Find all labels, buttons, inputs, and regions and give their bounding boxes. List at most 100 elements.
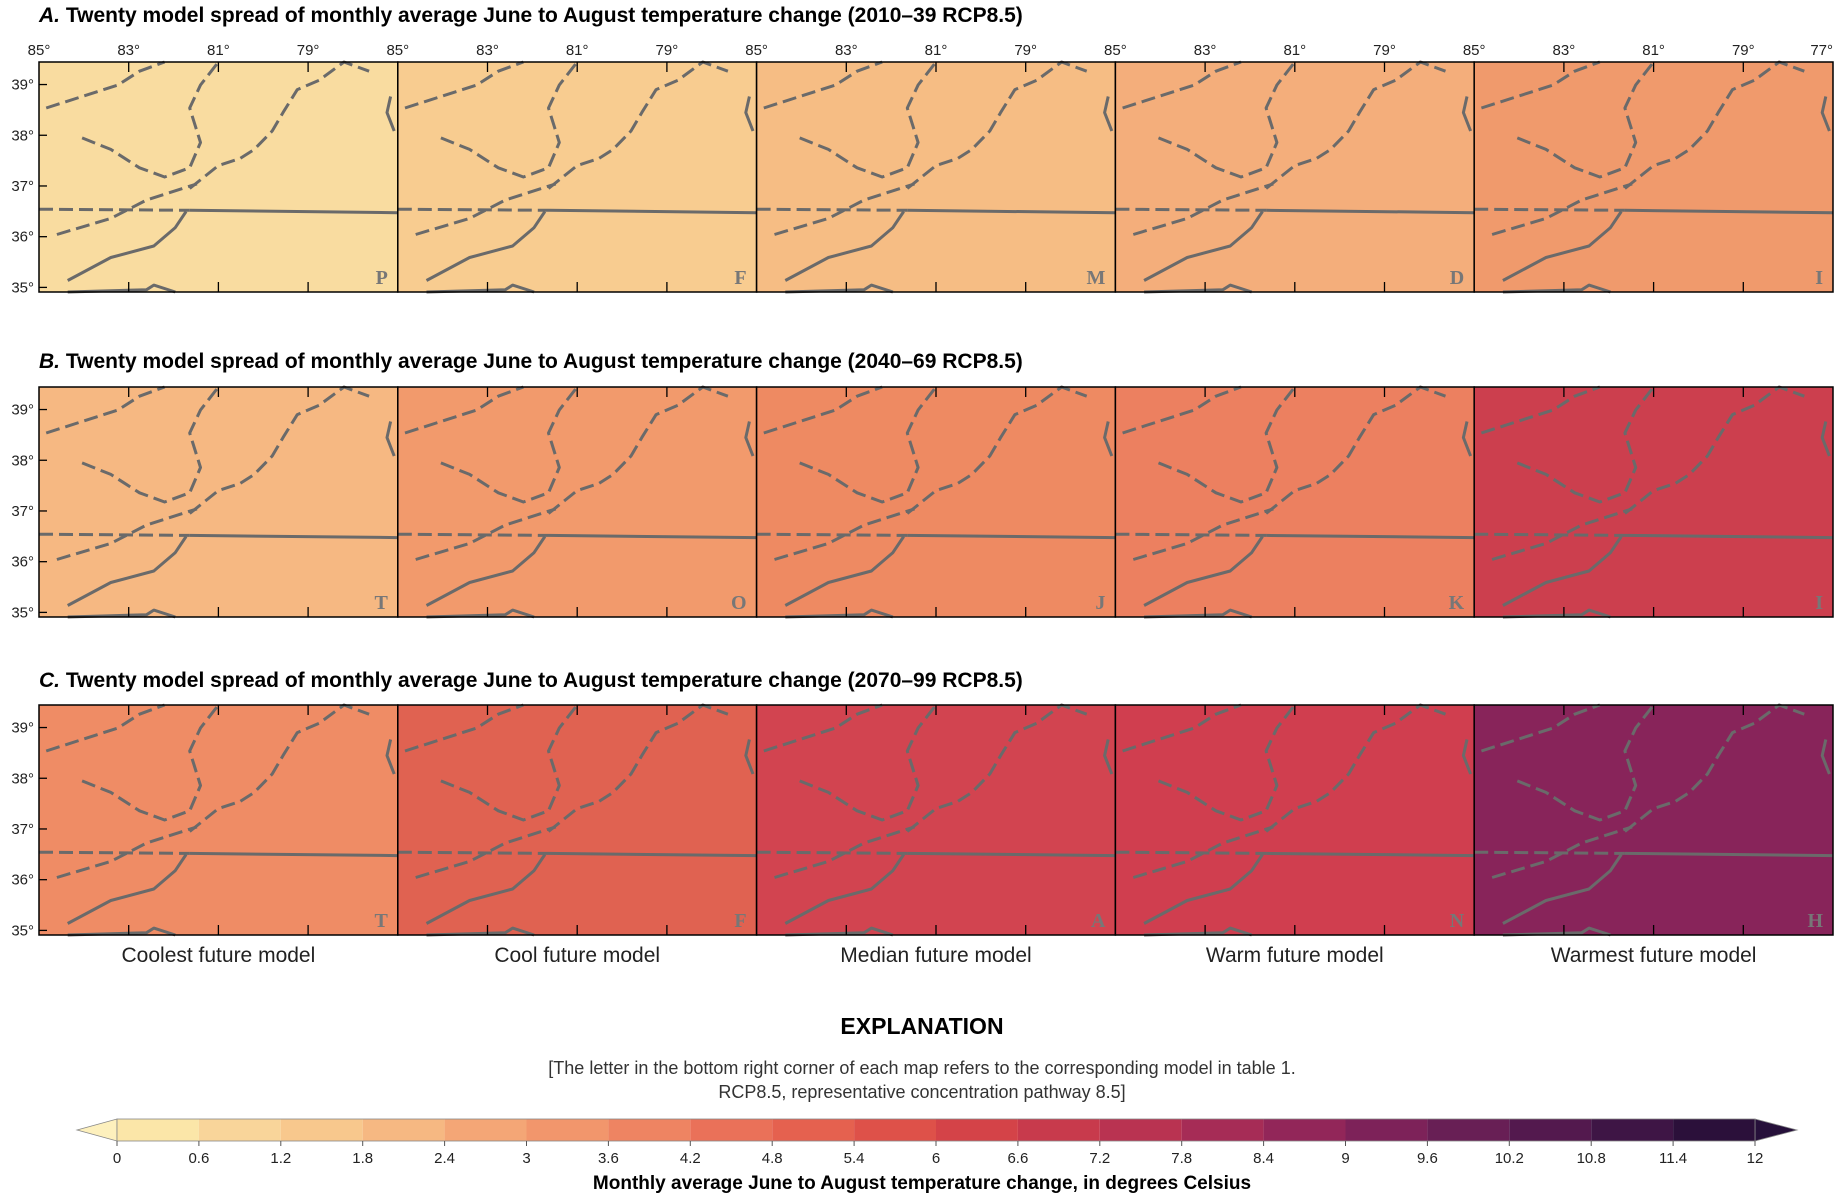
colorbar-bin	[936, 1119, 1018, 1141]
state-boundary	[67, 926, 176, 937]
lon-label: 79°	[297, 42, 320, 59]
state-boundary	[1144, 608, 1253, 619]
colorbar-tick-label: 4.2	[680, 1150, 701, 1167]
state-boundary	[385, 96, 396, 132]
state-boundary	[188, 703, 370, 833]
colorbar-bin	[1099, 1119, 1182, 1141]
lon-label: 83°	[1194, 42, 1217, 59]
colorbar-bin	[854, 1119, 936, 1141]
colorbar-tick-label: 7.2	[1089, 1150, 1110, 1167]
state-boundary	[785, 283, 894, 294]
state-boundary	[906, 703, 1088, 833]
lon-label: 79°	[656, 42, 679, 59]
colorbar-tick-label: 1.2	[270, 1150, 291, 1167]
state-boundary	[1122, 703, 1242, 753]
model-letter: I	[1815, 267, 1823, 289]
lat-label: 35°	[11, 922, 34, 939]
lon-label: 81°	[1642, 42, 1665, 59]
colorbar-tick-label: 0	[113, 1150, 121, 1167]
state-boundary	[1122, 60, 1242, 110]
state-boundary	[1623, 703, 1805, 833]
lon-label: 79°	[1014, 42, 1037, 59]
colorbar-tick-label: 10.8	[1577, 1150, 1606, 1167]
column-label: Warm future model	[1206, 944, 1384, 967]
state-boundary	[763, 60, 883, 110]
state-boundary	[547, 703, 729, 833]
state-boundary	[799, 386, 938, 504]
state-boundary	[38, 850, 190, 855]
map-shade	[756, 387, 1116, 617]
state-boundary	[440, 386, 579, 504]
colorbar-bin	[1427, 1119, 1510, 1141]
colorbar-bin	[198, 1119, 281, 1141]
state-boundary	[763, 703, 883, 753]
state-boundary	[1516, 386, 1655, 504]
colorbar-bin	[362, 1119, 445, 1141]
map-frame	[1473, 386, 1834, 618]
model-letter: K	[1449, 592, 1465, 614]
lon-label: 85°	[386, 42, 409, 59]
explanation-note: [The letter in the bottom right corner o…	[548, 1058, 1295, 1078]
state-boundary	[404, 60, 524, 110]
lon-label: 81°	[1283, 42, 1306, 59]
state-boundary	[1502, 283, 1611, 294]
model-letter: T	[374, 910, 388, 932]
panel-label: C.	[39, 669, 60, 692]
state-boundary	[45, 60, 166, 110]
model-letter: F	[734, 267, 746, 289]
model-letter: I	[1815, 592, 1823, 614]
state-boundary	[1820, 739, 1831, 775]
map-shade	[397, 62, 757, 292]
colorbar-bin	[772, 1119, 855, 1141]
state-boundary	[1157, 386, 1296, 504]
lat-label: 38°	[11, 452, 34, 469]
state-boundary	[1122, 385, 1242, 435]
state-boundary	[1502, 853, 1623, 925]
lon-label: 81°	[207, 42, 230, 59]
lon-label: 77°	[1810, 42, 1833, 59]
model-letter: F	[734, 910, 746, 932]
colorbar-bin	[608, 1119, 691, 1141]
lat-label: 39°	[11, 402, 34, 419]
state-boundary	[1266, 851, 1475, 858]
lat-label: 35°	[11, 279, 34, 296]
lon-label: 83°	[476, 42, 499, 59]
state-boundary	[1474, 850, 1625, 855]
colorbar-bin	[117, 1119, 199, 1141]
colorbar-tick-label: 9	[1341, 1150, 1349, 1167]
colorbar-bin	[1673, 1119, 1755, 1141]
explanation-note: RCP8.5, representative concentration pat…	[718, 1082, 1125, 1102]
lat-label: 39°	[11, 77, 34, 94]
state-boundary	[1502, 926, 1611, 937]
state-boundary	[547, 385, 729, 515]
state-boundary	[785, 608, 894, 619]
state-boundary	[425, 210, 547, 282]
lat-label: 37°	[11, 503, 34, 520]
model-letter: D	[1450, 267, 1464, 289]
state-boundary	[1115, 532, 1267, 537]
state-boundary	[907, 533, 1116, 540]
column-label: Median future model	[840, 944, 1031, 967]
state-boundary	[763, 385, 883, 435]
state-boundary	[189, 533, 398, 540]
state-boundary	[907, 208, 1116, 215]
colorbar-tick-label: 1.8	[352, 1150, 373, 1167]
map-shade	[756, 705, 1116, 935]
state-boundary	[744, 739, 755, 775]
state-boundary	[1624, 533, 1834, 540]
state-boundary	[784, 535, 905, 607]
lon-label: 81°	[566, 42, 589, 59]
map-frame	[1473, 61, 1834, 293]
colorbar-tick-label: 3	[522, 1150, 530, 1167]
state-boundary	[1266, 208, 1475, 215]
state-boundary	[66, 853, 188, 925]
colorbar-tick-label: 9.6	[1417, 1150, 1438, 1167]
state-boundary	[67, 283, 176, 294]
lat-label: 37°	[11, 178, 34, 195]
state-boundary	[1115, 207, 1267, 212]
state-boundary	[67, 608, 176, 619]
panel-title: A. Twenty model spread of monthly averag…	[38, 4, 1023, 27]
map-shade	[1115, 387, 1475, 617]
colorbar-bin	[526, 1119, 609, 1141]
